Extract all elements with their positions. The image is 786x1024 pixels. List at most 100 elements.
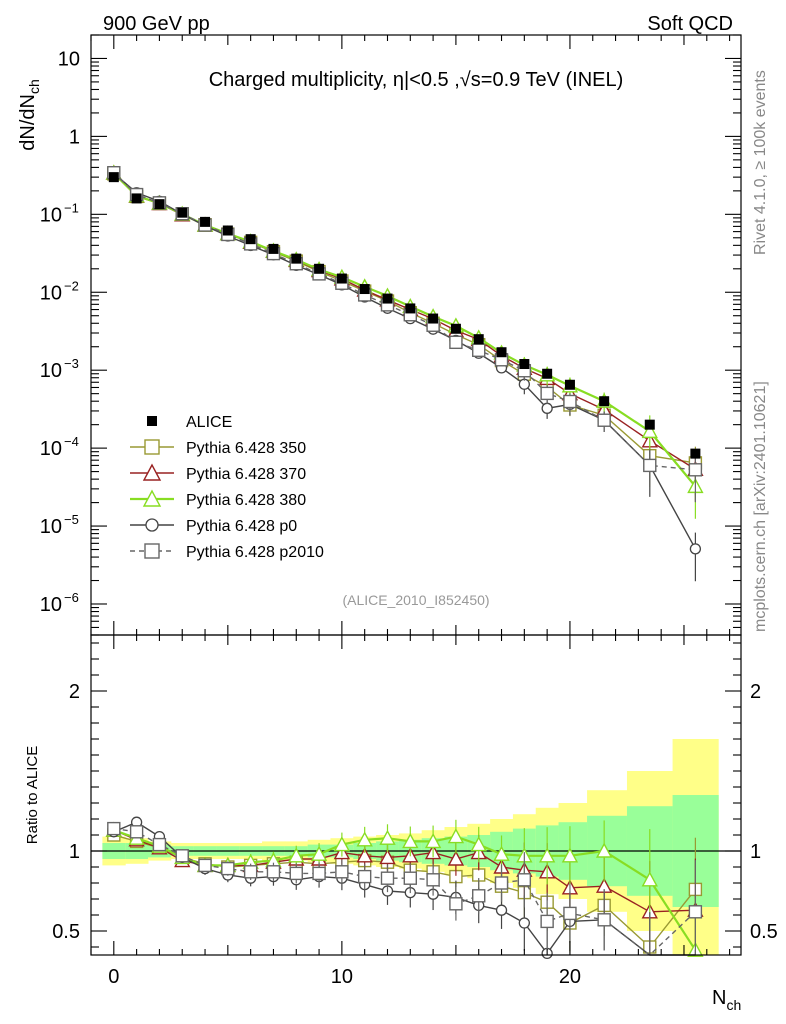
series-ratio-point-3-17 bbox=[495, 904, 508, 916]
series-ratio-point-4-2 bbox=[152, 837, 167, 852]
y-tick-label-ratio-right-2: 0.5 bbox=[750, 921, 778, 943]
series-ratio-point-4-11 bbox=[357, 869, 372, 884]
series-ratio-point-2-14 bbox=[424, 832, 442, 849]
legend: ALICE Pythia 6.428 350 Pythia 6.428 370 Pyt… bbox=[130, 414, 324, 561]
y-tick-label-main-6: 10 bbox=[40, 516, 62, 538]
y-tick-sup-main-2: −1 bbox=[64, 200, 79, 215]
series-ratio-point-2-17 bbox=[493, 845, 510, 861]
legend-marker-1 bbox=[144, 439, 160, 455]
series-ratio-point-4-23 bbox=[688, 905, 703, 919]
legend-label-4: Pythia 6.428 p0 bbox=[186, 518, 297, 535]
alice-point-9 bbox=[314, 263, 325, 274]
legend-label-1: Pythia 6.428 350 bbox=[186, 440, 306, 457]
series-ratio-4 bbox=[107, 821, 703, 956]
y-tick-label-main-0: 10 bbox=[58, 48, 80, 70]
series-ratio-point-4-8 bbox=[289, 866, 303, 881]
series-main-point-4-20 bbox=[563, 394, 577, 409]
y-tick-label-ratio-right-1: 1 bbox=[750, 841, 761, 863]
series-ratio-point-2-10 bbox=[333, 836, 351, 852]
series-ratio-point-4-10 bbox=[335, 865, 349, 879]
alice-point-19 bbox=[542, 368, 553, 379]
y-axis-label-ratio: Ratio to ALICE bbox=[24, 746, 41, 844]
series-ratio-point-2-19 bbox=[538, 847, 556, 863]
legend-entry-1: Pythia 6.428 350 bbox=[130, 439, 306, 457]
series-main-point-2-22 bbox=[641, 422, 658, 439]
legend-label-5: Pythia 6.428 p2010 bbox=[186, 544, 324, 561]
y-tick-sup-main-3: −2 bbox=[64, 278, 79, 293]
series-ratio-point-1-15 bbox=[447, 850, 465, 866]
alice-point-4 bbox=[200, 216, 211, 227]
legend-marker-2 bbox=[142, 463, 162, 481]
x-tick-label-2: 20 bbox=[559, 966, 581, 988]
x-axis-label: Nch bbox=[712, 987, 741, 1013]
series-ratio-point-4-20 bbox=[563, 906, 577, 921]
series-main-alice bbox=[108, 172, 701, 459]
series-ratio-point-2-15 bbox=[447, 828, 465, 844]
y-tick-label-ratio-left-1: 1 bbox=[69, 841, 80, 863]
series-ratio-point-4-1 bbox=[129, 825, 144, 839]
series-ratio-point-2-11 bbox=[356, 831, 373, 847]
alice-point-14 bbox=[428, 313, 439, 324]
series-ratio-point-4-4 bbox=[198, 858, 212, 873]
header-right: Soft QCD bbox=[647, 13, 733, 35]
legend-marker-0 bbox=[147, 416, 157, 426]
chart-title: Charged multiplicity, η|<0.5 ,√s=0.9 TeV… bbox=[209, 69, 624, 91]
series-main-point-4-19 bbox=[540, 386, 554, 401]
series-ratio-point-4-19 bbox=[540, 914, 554, 929]
alice-point-13 bbox=[405, 303, 416, 314]
legend-entry-0: ALICE bbox=[147, 414, 232, 431]
ratio-panel-series bbox=[105, 816, 704, 960]
series-ratio-point-2-13 bbox=[402, 832, 419, 849]
y-tick-label-main-1: 1 bbox=[69, 126, 80, 148]
series-main-point-3-18 bbox=[518, 378, 530, 390]
y-axis-label-main: dN/dNch bbox=[17, 79, 42, 151]
series-ratio-point-4-15 bbox=[449, 897, 463, 911]
alice-point-12 bbox=[382, 293, 393, 304]
alice-point-10 bbox=[336, 273, 347, 284]
main-panel-series bbox=[105, 164, 704, 582]
series-ratio-point-4-7 bbox=[266, 865, 281, 879]
series-main-point-3-23 bbox=[689, 543, 702, 555]
series-ratio-point-4-12 bbox=[380, 871, 395, 885]
y-tick-sup-main-6: −5 bbox=[64, 512, 79, 527]
ratio-panel-frame bbox=[90, 634, 742, 956]
alice-point-16 bbox=[473, 334, 484, 345]
side-label-rivet: Rivet 4.1.0, ≥ 100k events bbox=[752, 70, 769, 255]
alice-point-23 bbox=[690, 448, 701, 459]
y-tick-label-ratio-left-2: 0.5 bbox=[52, 921, 80, 943]
series-ratio-point-2-20 bbox=[561, 847, 579, 863]
y-tick-sup-main-7: −6 bbox=[64, 590, 79, 605]
x-tick-label-1: 10 bbox=[331, 966, 353, 988]
series-main-point-3-19 bbox=[541, 402, 553, 414]
y-tick-label-main-7: 10 bbox=[40, 594, 62, 616]
alice-point-6 bbox=[245, 234, 256, 245]
y-tick-label-main-5: 10 bbox=[40, 438, 62, 460]
alice-point-0 bbox=[108, 172, 119, 183]
alice-point-17 bbox=[496, 347, 507, 358]
legend-entry-2: Pythia 6.428 370 bbox=[130, 463, 306, 483]
series-ratio-point-1-11 bbox=[356, 847, 373, 863]
alice-point-18 bbox=[519, 359, 530, 370]
legend-marker-3 bbox=[142, 489, 162, 507]
series-ratio-point-4-18 bbox=[517, 873, 532, 887]
y-tick-sup-main-5: −4 bbox=[64, 434, 79, 449]
series-ratio-point-1-12 bbox=[379, 848, 396, 865]
analysis-tag: (ALICE_2010_I852450) bbox=[342, 592, 489, 608]
series-ratio-point-4-3 bbox=[175, 849, 189, 863]
legend-label-3: Pythia 6.428 380 bbox=[186, 492, 306, 509]
series-ratio-point-2-9 bbox=[310, 845, 328, 861]
series-ratio-point-4-6 bbox=[243, 865, 258, 879]
side-label-mcplots: mcplots.cern.ch [arXiv:2401.10621] bbox=[752, 381, 769, 632]
series-main-point-4-16 bbox=[472, 343, 486, 357]
alice-point-1 bbox=[131, 193, 142, 204]
y-tick-label-main-2: 10 bbox=[40, 204, 62, 226]
alice-point-5 bbox=[222, 225, 233, 236]
series-ratio-point-4-21 bbox=[597, 913, 611, 927]
alice-point-7 bbox=[268, 243, 279, 254]
series-main-point-4-15 bbox=[449, 335, 463, 350]
alice-point-22 bbox=[644, 419, 655, 430]
series-ratio-point-4-9 bbox=[312, 866, 326, 881]
series-ratio-point-2-21 bbox=[595, 842, 613, 858]
y-tick-label-main-4: 10 bbox=[40, 360, 62, 382]
